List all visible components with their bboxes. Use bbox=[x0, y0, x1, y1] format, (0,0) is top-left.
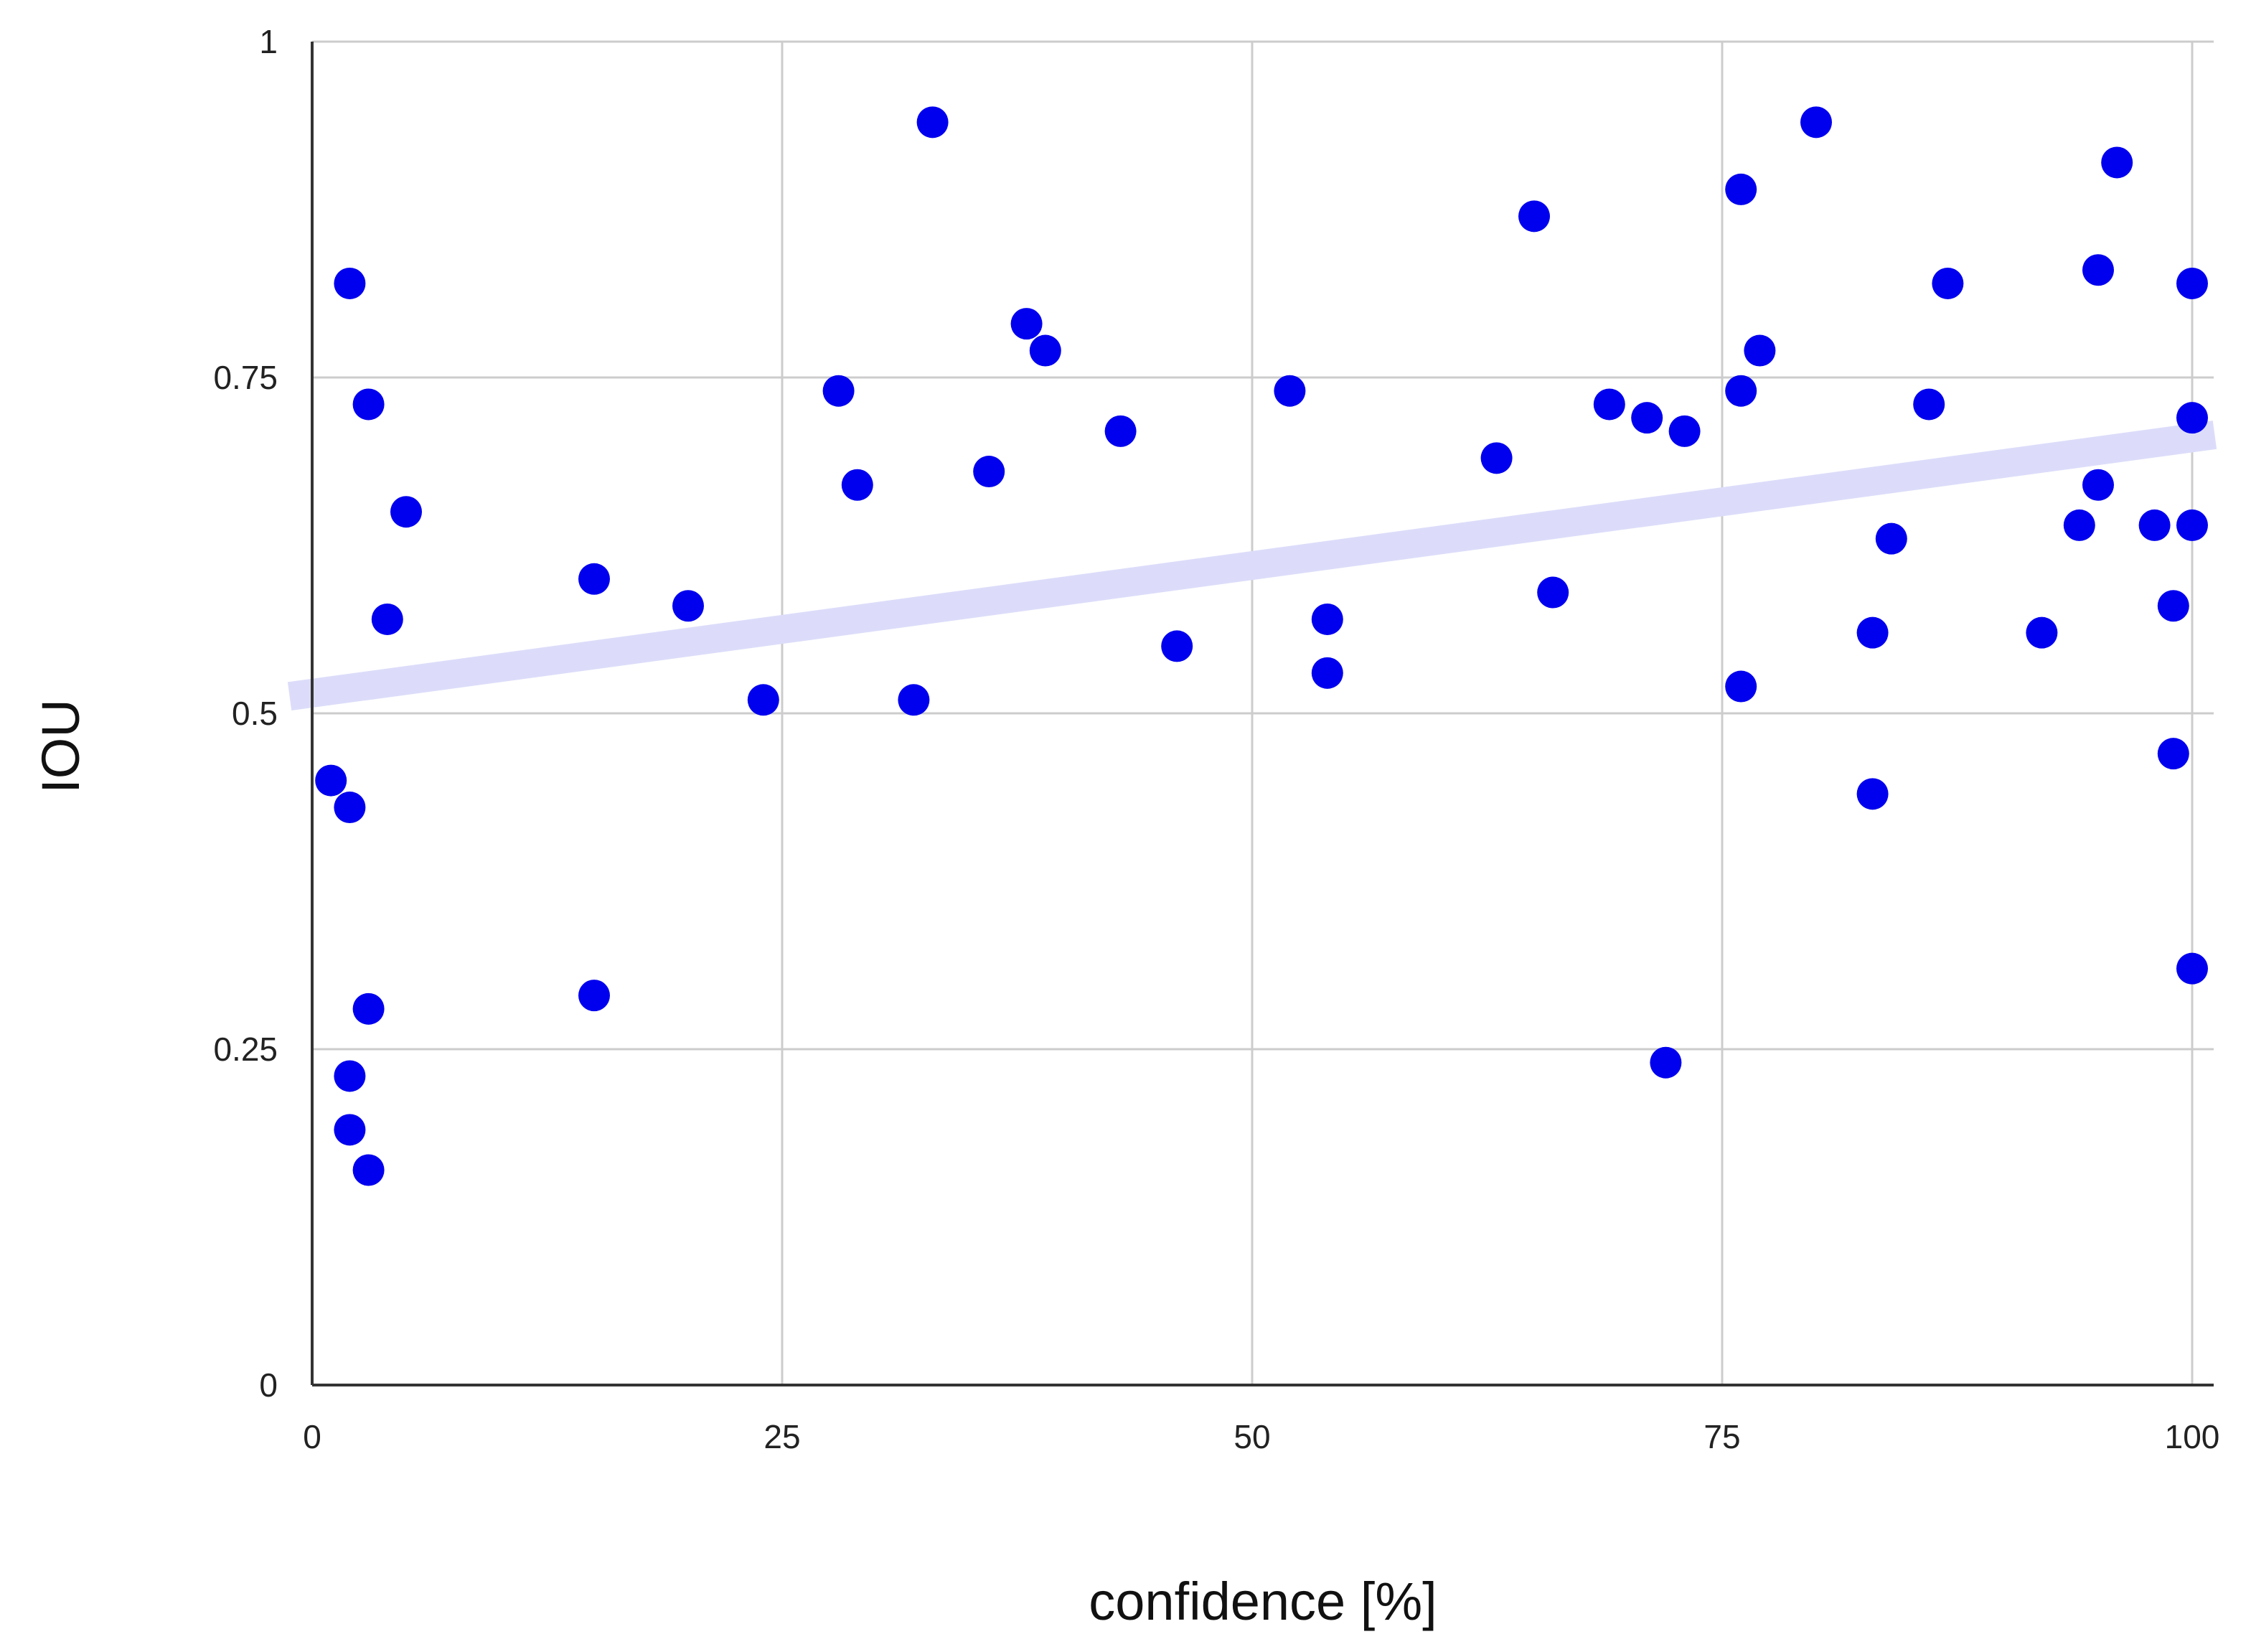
data-point-48 bbox=[2138, 509, 2171, 541]
data-point-24 bbox=[1311, 603, 1343, 635]
data-point-47 bbox=[2101, 146, 2133, 179]
data-point-2 bbox=[334, 267, 366, 299]
data-point-10 bbox=[578, 563, 610, 595]
data-point-46 bbox=[2082, 469, 2114, 501]
data-point-14 bbox=[822, 375, 855, 407]
data-point-7 bbox=[352, 1154, 385, 1186]
y-tick-label-4: 1 bbox=[259, 23, 278, 60]
data-point-37 bbox=[1800, 106, 1832, 139]
data-point-20 bbox=[1029, 334, 1061, 367]
data-point-32 bbox=[1668, 415, 1701, 447]
y-tick-labels: 0 0.25 0.5 0.75 1 bbox=[213, 23, 278, 1404]
data-point-16 bbox=[898, 684, 930, 716]
data-point-50 bbox=[2157, 738, 2189, 770]
data-point-3 bbox=[334, 1060, 366, 1092]
data-point-49 bbox=[2157, 590, 2189, 622]
data-point-31 bbox=[1650, 1046, 1682, 1079]
data-point-6 bbox=[352, 992, 385, 1025]
data-point-41 bbox=[1913, 388, 1945, 421]
data-point-51 bbox=[2176, 267, 2208, 299]
data-point-52 bbox=[2176, 402, 2208, 434]
grid-lines bbox=[312, 40, 2214, 1385]
data-point-35 bbox=[1725, 670, 1757, 703]
data-point-11 bbox=[578, 980, 610, 1012]
x-tick-label-2: 50 bbox=[1233, 1418, 1270, 1455]
data-point-39 bbox=[1856, 778, 1889, 810]
y-tick-label-2: 0.5 bbox=[232, 695, 278, 732]
trendline bbox=[287, 421, 2217, 711]
x-tick-labels: 0 25 50 75 100 bbox=[303, 1418, 2219, 1455]
y-tick-label-3: 0.75 bbox=[213, 359, 278, 396]
data-point-4 bbox=[334, 1114, 366, 1146]
data-point-5 bbox=[352, 388, 385, 421]
data-point-28 bbox=[1537, 576, 1569, 609]
y-tick-label-1: 0.25 bbox=[213, 1031, 278, 1068]
x-axis-title: confidence [%] bbox=[1089, 1572, 1437, 1631]
data-point-27 bbox=[1518, 200, 1550, 233]
data-point-13 bbox=[747, 684, 779, 716]
data-point-30 bbox=[1631, 402, 1663, 434]
data-point-0 bbox=[315, 764, 347, 797]
y-tick-label-0: 0 bbox=[259, 1366, 278, 1404]
data-point-45 bbox=[2082, 254, 2114, 286]
trendline-line bbox=[287, 421, 2217, 711]
data-point-8 bbox=[371, 603, 403, 635]
y-axis-title: IOU bbox=[31, 699, 90, 794]
data-point-19 bbox=[1010, 308, 1043, 340]
x-tick-label-4: 100 bbox=[2165, 1418, 2220, 1455]
data-point-18 bbox=[973, 456, 1005, 488]
data-point-40 bbox=[1875, 522, 1907, 555]
data-point-21 bbox=[1104, 415, 1137, 447]
data-points bbox=[315, 106, 2208, 1186]
x-tick-label-0: 0 bbox=[303, 1418, 321, 1455]
data-point-15 bbox=[841, 469, 873, 501]
data-point-53 bbox=[2176, 509, 2208, 541]
axes bbox=[311, 42, 2214, 1386]
data-point-26 bbox=[1480, 442, 1513, 474]
data-point-44 bbox=[2063, 509, 2095, 541]
data-point-43 bbox=[2026, 616, 2058, 649]
data-point-23 bbox=[1274, 375, 1306, 407]
data-point-54 bbox=[2176, 952, 2208, 985]
data-point-34 bbox=[1725, 375, 1757, 407]
data-point-29 bbox=[1593, 388, 1625, 421]
data-point-36 bbox=[1744, 334, 1776, 367]
data-point-42 bbox=[1932, 267, 1964, 299]
x-tick-label-3: 75 bbox=[1703, 1418, 1740, 1455]
data-point-38 bbox=[1856, 616, 1889, 649]
data-point-17 bbox=[916, 106, 949, 139]
data-point-22 bbox=[1161, 630, 1193, 662]
data-point-9 bbox=[390, 496, 422, 528]
x-tick-label-1: 25 bbox=[763, 1418, 800, 1455]
data-point-1 bbox=[334, 792, 366, 824]
data-point-33 bbox=[1725, 173, 1757, 205]
data-point-12 bbox=[672, 590, 704, 622]
data-point-25 bbox=[1311, 657, 1343, 689]
